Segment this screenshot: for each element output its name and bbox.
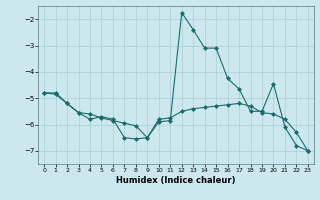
X-axis label: Humidex (Indice chaleur): Humidex (Indice chaleur) <box>116 176 236 185</box>
